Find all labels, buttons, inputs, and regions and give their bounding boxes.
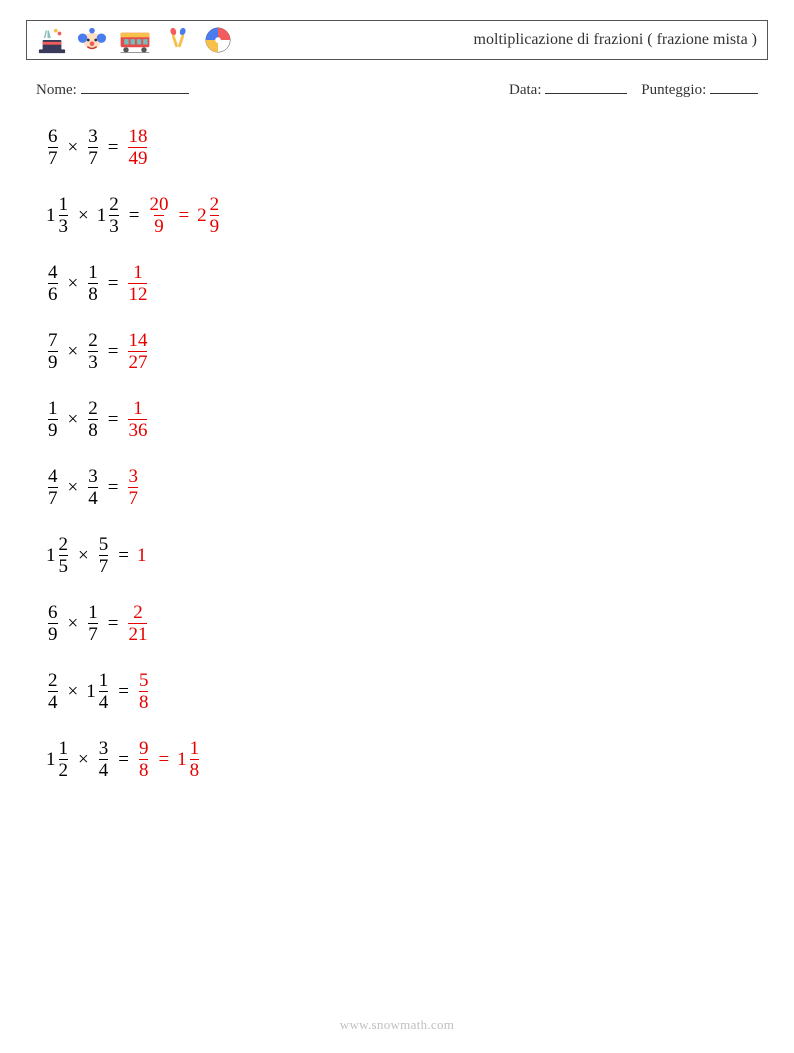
answer: 1427 <box>126 331 149 372</box>
answer: 118 <box>177 739 201 780</box>
meta-row: Nome: Data: Punteggio: <box>26 78 768 99</box>
problem-row: 24×114=58 <box>46 671 768 712</box>
date-blank[interactable] <box>545 78 627 94</box>
problem-row: 79×23=1427 <box>46 331 768 372</box>
worksheet-header: moltiplicazione di frazioni ( frazione m… <box>26 20 768 60</box>
problem-row: 69×17=221 <box>46 603 768 644</box>
problem-row: 46×18=112 <box>46 263 768 304</box>
pins-icon <box>163 25 193 55</box>
problem-row: 67×37=1849 <box>46 127 768 168</box>
answer: 37 <box>126 467 140 508</box>
problem-list: 67×37=1849 113×123=209=229 46×18=112 79×23=… <box>26 127 768 780</box>
problem-row: 47×34=37 <box>46 467 768 508</box>
answer: 136 <box>126 399 149 440</box>
worksheet-title: moltiplicazione di frazioni ( frazione m… <box>474 31 757 49</box>
answer: 1 <box>137 545 147 567</box>
problem-row: 19×28=136 <box>46 399 768 440</box>
name-label: Nome: <box>36 82 77 99</box>
header-icons <box>37 25 233 55</box>
answer: 209 <box>147 195 170 236</box>
ball-icon <box>203 25 233 55</box>
problem-row: 112×34=98=118 <box>46 739 768 780</box>
answer: 98 <box>137 739 151 780</box>
footer-watermark: www.snowmath.com <box>0 1017 794 1033</box>
answer: 1849 <box>126 127 149 168</box>
answer: 221 <box>126 603 149 644</box>
clown-icon <box>77 25 107 55</box>
answer: 58 <box>137 671 151 712</box>
problem-row: 125×57=1 <box>46 535 768 576</box>
hat-icon <box>37 25 67 55</box>
score-blank[interactable] <box>710 78 758 94</box>
answer: 112 <box>126 263 149 304</box>
score-label: Punteggio: <box>641 82 706 98</box>
date-label: Data: <box>509 82 541 98</box>
answer: 229 <box>197 195 221 236</box>
problem-row: 113×123=209=229 <box>46 195 768 236</box>
name-blank[interactable] <box>81 78 189 94</box>
tram-icon <box>117 25 153 55</box>
